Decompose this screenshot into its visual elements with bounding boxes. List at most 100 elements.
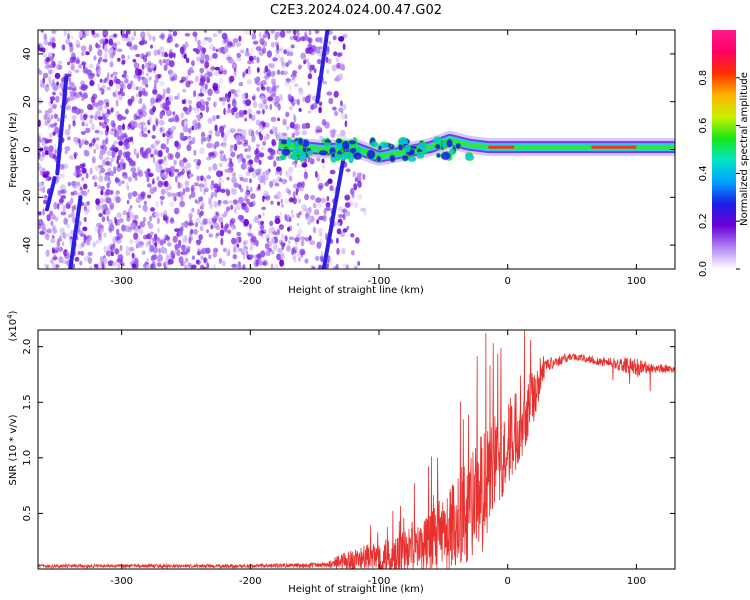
noise-speck [79,91,82,96]
noise-speck [85,172,89,179]
noise-speck [117,57,121,62]
noise-speck [75,39,81,46]
signal-blob [279,155,286,161]
noise-speck [57,117,60,122]
noise-speck [333,266,338,269]
noise-speck [238,82,244,87]
noise-speck [43,33,48,41]
noise-speck [292,197,297,205]
noise-speck [42,174,49,178]
noise-speck [290,44,295,49]
noise-speck [75,181,81,186]
noise-speck [304,95,311,104]
noise-speck [336,133,343,138]
noise-speck [150,264,154,269]
noise-speck [246,79,252,85]
signal-blob [365,148,376,160]
noise-speck [159,195,165,200]
noise-speck [326,91,333,96]
noise-speck [39,43,44,48]
colorbar-tick-label: 0.6 [698,118,709,134]
noise-speck [338,214,344,218]
noise-speck [344,120,348,128]
noise-speck [259,224,265,230]
noise-speck [44,84,50,92]
noise-speck [99,131,104,136]
noise-speck [203,52,206,59]
noise-speck [83,217,87,222]
noise-speck [187,80,194,84]
noise-speck [231,172,237,177]
noise-speck [42,31,46,39]
noise-speck [256,67,260,73]
noise-speck [338,107,343,113]
noise-speck [156,176,160,182]
noise-speck [101,121,108,129]
noise-speck [260,220,265,225]
noise-speck [102,58,108,63]
noise-speck [45,150,49,156]
noise-speck [188,232,193,238]
noise-speck [81,97,85,102]
noise-speck [308,235,312,241]
noise-speck [265,248,271,253]
noise-speck [140,31,146,39]
noise-speck [174,196,177,202]
noise-speck [212,85,218,92]
noise-speck [333,90,339,98]
noise-speck [235,139,241,146]
noise-speck [145,257,149,263]
y-tick-label: -20 [22,189,33,205]
signal-blob [440,151,452,161]
noise-speck [246,198,251,205]
noise-speck [292,191,296,199]
noise-speck [150,235,153,241]
noise-speck [357,180,362,188]
noise-speck [187,262,192,268]
noise-speck [54,149,58,155]
noise-speck [315,46,321,54]
noise-speck [130,222,136,227]
noise-speck [77,250,81,256]
noise-speck [271,250,275,255]
noise-speck [45,249,50,257]
noise-speck [292,75,295,81]
noise-speck [188,173,194,178]
signal-blob [281,147,292,157]
noise-speck [87,253,91,261]
noise-speck [197,39,201,47]
noise-speck [113,166,117,172]
noise-speck [105,208,111,216]
signal-blob [306,150,314,156]
noise-speck [133,114,138,121]
noise-speck [290,73,297,78]
signal-blob [454,142,462,150]
noise-speck [209,44,215,51]
noise-speck [218,162,224,168]
noise-speck [194,222,199,228]
noise-speck [207,88,213,96]
noise-speck [316,58,322,65]
noise-speck [279,56,285,63]
noise-speck [193,90,197,98]
noise-speck [140,126,147,132]
noise-speck [48,132,53,138]
noise-speck [274,33,278,41]
noise-speck [325,202,331,208]
noise-speck [289,35,294,41]
noise-speck [275,166,282,172]
noise-speck [249,244,254,252]
noise-speck [68,154,74,160]
noise-speck [263,135,268,142]
noise-speck [262,141,266,146]
noise-speck [158,247,161,254]
noise-speck [285,111,290,118]
noise-speck [342,213,346,221]
noise-speck [131,263,137,269]
noise-speck [77,230,84,236]
noise-speck [120,164,124,171]
noise-speck [329,129,336,134]
noise-speck [69,35,74,40]
noise-speck [39,230,45,234]
noise-speck [318,106,322,114]
